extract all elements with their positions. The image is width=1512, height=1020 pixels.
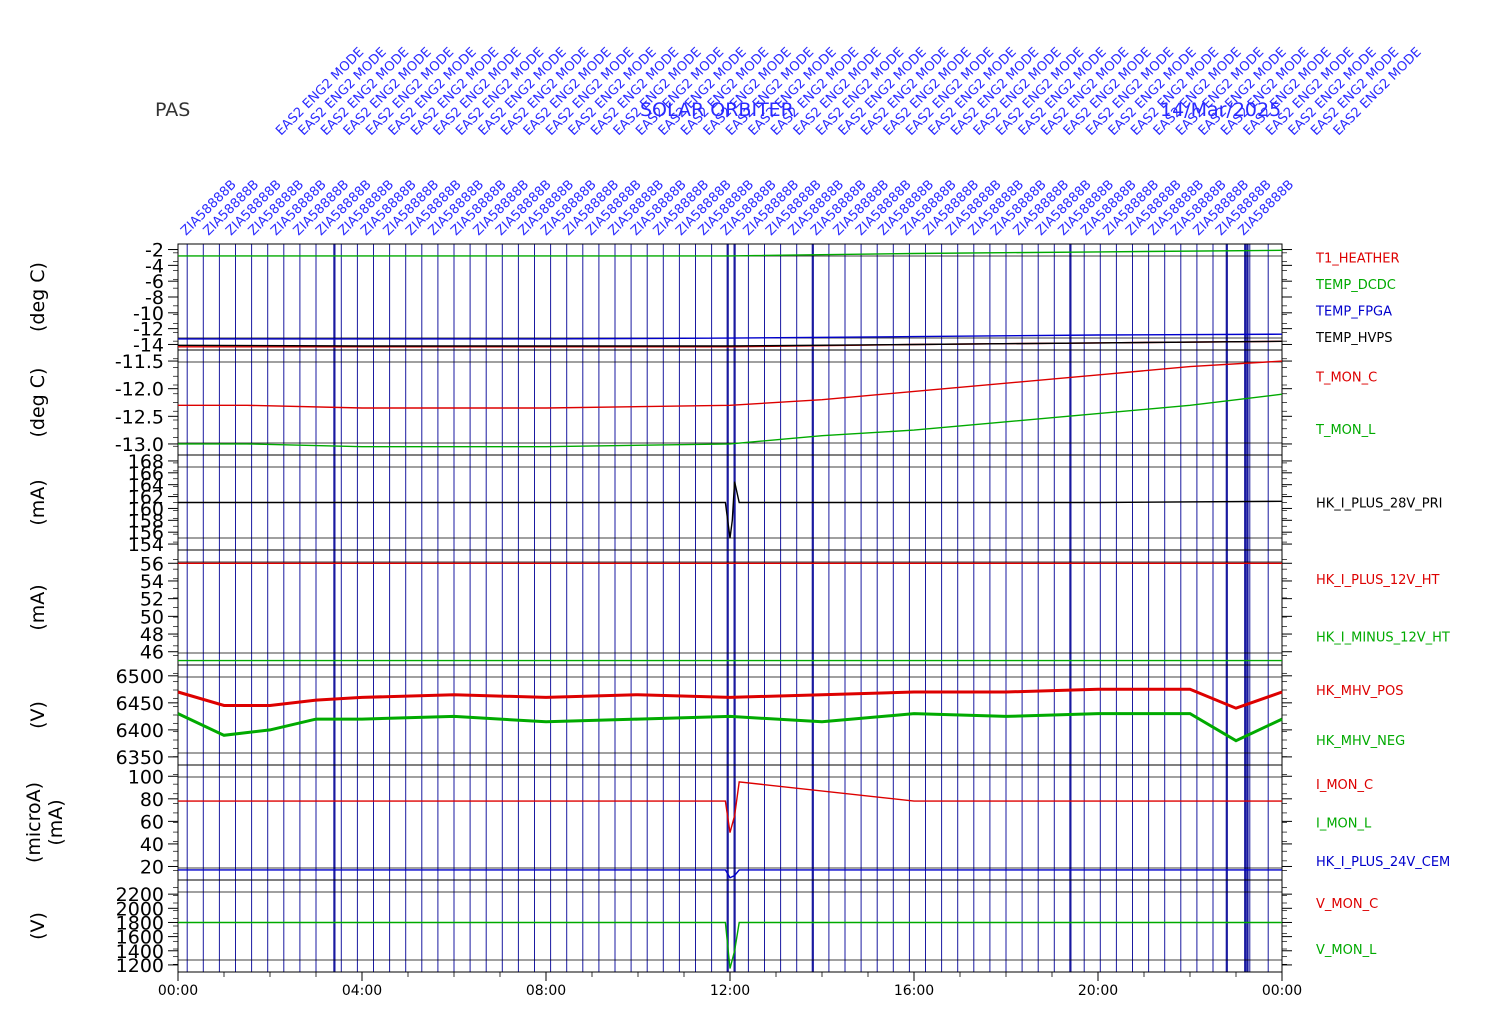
- time-axis: 00:00 04:00 08:00 12:00 16:00 20:00 00:00: [158, 972, 1302, 999]
- mission-label: SOLAR ORBITER: [640, 99, 794, 121]
- series-line: [177, 712, 1283, 743]
- y-tick-label: 6350: [116, 747, 164, 769]
- series-line: [178, 869, 1282, 879]
- y-tick-label: 1600: [116, 927, 164, 949]
- series-line: [178, 360, 1283, 409]
- x-tick-label: 00:00: [158, 983, 198, 999]
- x-tick-label: 08:00: [526, 983, 566, 999]
- y-tick-label: 54: [140, 571, 164, 593]
- y-tick-label: 40: [140, 834, 164, 856]
- y-axis-label: (mA): [27, 479, 49, 525]
- x-tick-label: 20:00: [1078, 983, 1118, 999]
- legend-label: HK_MHV_POS: [1316, 684, 1404, 699]
- y-axis-label: (deg C): [27, 262, 49, 332]
- legend-label: TEMP_DCDC: [1315, 278, 1396, 293]
- y-tick-label: 100: [128, 766, 164, 788]
- legend-label: HK_I_PLUS_24V_CEM: [1316, 855, 1450, 870]
- date-label: 14/Mar/2025: [1160, 99, 1281, 121]
- y-tick-label: 80: [140, 789, 164, 811]
- legend-label: HK_MHV_NEG: [1316, 734, 1405, 749]
- legend-label: V_MON_C: [1316, 897, 1378, 912]
- x-tick-label: 00:00: [1262, 983, 1302, 999]
- y-tick-label: 1400: [116, 941, 164, 963]
- event-marker-lines: [186, 244, 1269, 972]
- legend-label: HK_I_MINUS_12V_HT: [1316, 630, 1450, 645]
- y-tick-label: -8: [145, 287, 164, 309]
- y-tick-label: 164: [128, 475, 164, 497]
- y-tick-label: -2: [145, 240, 164, 262]
- y-tick-label: 156: [128, 522, 164, 544]
- y-tick-label: 46: [140, 642, 164, 664]
- y-tick-label: -4: [145, 255, 164, 277]
- chart-panels: -2-4-6-8-10-12-14 (deg C) T1_HEATHER TEMP_D…: [23, 240, 1450, 977]
- series-line: [178, 333, 1283, 340]
- y-tick-label: 52: [140, 589, 164, 611]
- x-tick-label: 16:00: [894, 983, 934, 999]
- y-tick-label: 6500: [116, 666, 164, 688]
- y-tick-label: 168: [128, 451, 164, 473]
- y-tick-label: -14: [133, 334, 164, 356]
- y-tick-label: 20: [140, 856, 164, 878]
- legend-label: T_MON_C: [1315, 370, 1377, 385]
- series-line: [177, 340, 1283, 347]
- series-line: [177, 687, 1283, 710]
- instrument-label: PAS: [155, 99, 190, 121]
- y-tick-label: 6400: [116, 720, 164, 742]
- y-tick-label: 50: [140, 606, 164, 628]
- panel-temperatures-1: -2-4-6-8-10-12-14 (deg C) T1_HEATHER TEMP_D…: [27, 240, 1400, 357]
- y-axis-label: (mA): [27, 584, 49, 630]
- y-tick-label: 154: [128, 534, 164, 556]
- y-tick-label: 48: [140, 624, 164, 646]
- y-tick-label: -12.5: [115, 406, 164, 428]
- y-axis-label: (microA): [23, 782, 45, 863]
- y-tick-label: 6450: [116, 693, 164, 715]
- x-tick-label: 04:00: [342, 983, 382, 999]
- y-tick-label: 162: [128, 487, 164, 509]
- legend-label: I_MON_C: [1316, 778, 1373, 793]
- y-axis-label: (V): [27, 701, 49, 729]
- y-axis-label-secondary: (mA): [45, 799, 67, 845]
- y-axis-label: (deg C): [27, 368, 49, 438]
- series-line: [178, 481, 1283, 539]
- legend-label: TEMP_FPGA: [1315, 304, 1392, 319]
- series-line: [178, 393, 1283, 448]
- x-tick-label: 12:00: [710, 983, 750, 999]
- y-tick-label: 1800: [116, 912, 164, 934]
- legend-label: HK_I_PLUS_12V_HT: [1316, 573, 1440, 588]
- panel-mcp-high-voltage: 6500 6450 6400 6350 (V) HK_MHV_POS HK_MHV_NEG: [27, 664, 1405, 769]
- y-tick-label: -11.5: [115, 351, 164, 373]
- panel-temperatures-2: -11.5 -12.0 -12.5 -13.0 (deg C) T_MON_C T_MON_…: [27, 349, 1377, 456]
- series-line: [178, 781, 1282, 833]
- y-axis-label: (V): [27, 912, 49, 940]
- y-tick-label: 56: [140, 553, 164, 575]
- y-tick-label: 158: [128, 510, 164, 532]
- y-tick-label: 1200: [116, 955, 164, 977]
- y-tick-label: -12: [133, 319, 164, 341]
- series-line: [178, 921, 1282, 969]
- legend-label: HK_I_PLUS_28V_PRI: [1316, 497, 1442, 512]
- y-tick-label: -10: [133, 303, 164, 325]
- legend-label: T_MON_L: [1315, 423, 1376, 438]
- legend-label: T1_HEATHER: [1315, 251, 1400, 266]
- series-line: [178, 249, 1283, 257]
- y-tick-label: -6: [145, 271, 164, 293]
- y-tick-label: 2200: [116, 884, 164, 906]
- y-tick-label: 60: [140, 811, 164, 833]
- y-tick-label: 2000: [116, 898, 164, 920]
- y-tick-label: 160: [128, 498, 164, 520]
- y-tick-label: -13.0: [115, 434, 164, 456]
- y-tick-label: 166: [128, 463, 164, 485]
- legend-label: I_MON_L: [1316, 817, 1372, 832]
- legend-label: V_MON_L: [1316, 943, 1377, 958]
- y-tick-label: -12.0: [115, 379, 164, 401]
- legend-label: TEMP_HVPS: [1315, 331, 1392, 346]
